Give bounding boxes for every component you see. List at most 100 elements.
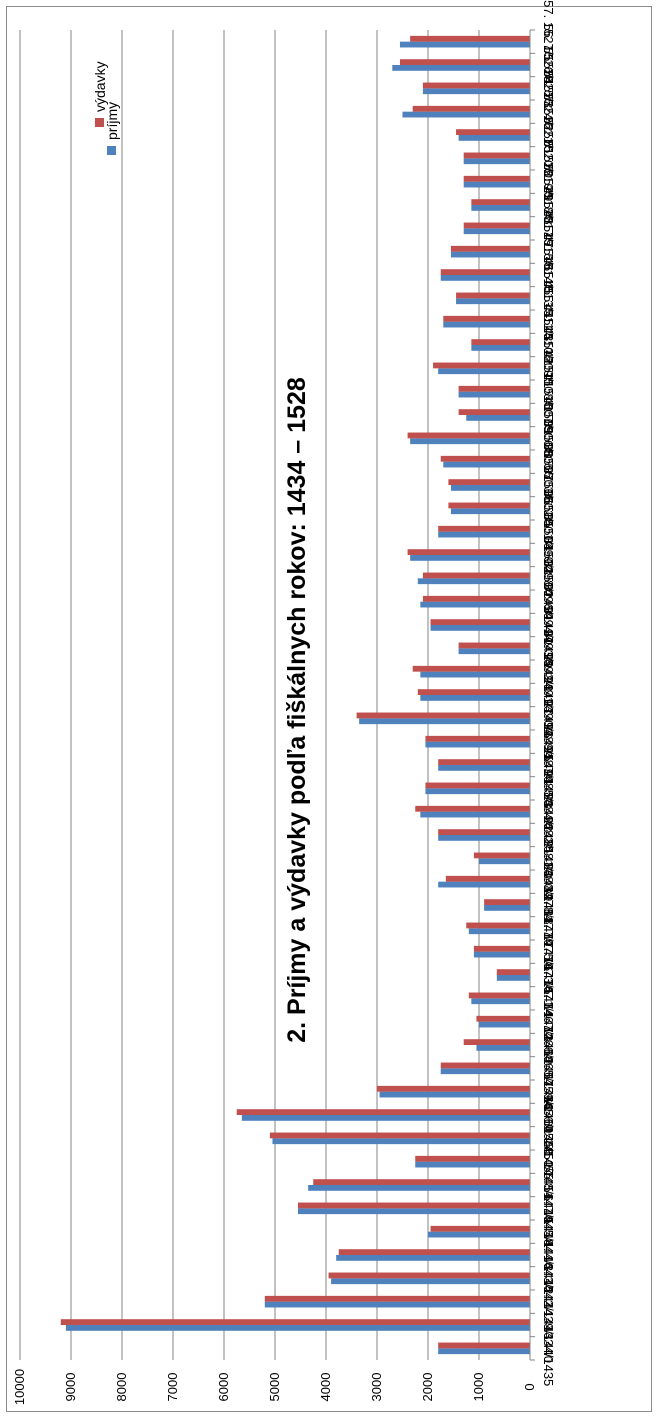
bar-prijmy	[430, 625, 530, 631]
bar-prijmy	[496, 975, 530, 981]
category-tick-label: 7. 1447/1448	[541, 1170, 556, 1246]
bar-vydavky	[438, 829, 530, 835]
category-tick-label: 22. 1481/1482	[541, 817, 556, 900]
bar-vydavky	[445, 875, 530, 882]
bar-prijmy	[471, 205, 530, 211]
legend-label-prijmy: príjmy	[104, 102, 120, 140]
bar-vydavky	[297, 1202, 530, 1209]
category-tick-label: 32. 1494/1495	[541, 583, 556, 666]
bar-vydavky	[422, 82, 530, 89]
bar-prijmy	[476, 1045, 530, 1051]
category-tick-label: 56. 1526/1527	[541, 23, 556, 106]
bar-vydavky	[422, 595, 530, 602]
bar-vydavky	[60, 1319, 531, 1325]
category-tick-label: 34. 1498/1499	[541, 537, 556, 620]
bar-vydavky	[356, 712, 530, 719]
bar-vydavky	[440, 455, 530, 462]
labels: 0 1000 2000 3000 4000 5000 6000 7000 8000 9000 100…	[12, 0, 556, 1405]
category-tick-label: 31. 1493/1494	[541, 607, 556, 690]
bar-vydavky	[422, 572, 530, 579]
category-tick-label: 41. 1507/1508	[541, 373, 556, 456]
category-tick-label: 45. 1511/1512	[541, 281, 556, 363]
category-tick-label: 10. 1454/1455	[541, 1097, 556, 1180]
bar-vydavky	[425, 735, 530, 742]
bar-vydavky	[415, 1155, 530, 1162]
value-tick-label: 6000	[216, 1373, 231, 1402]
bar-vydavky	[417, 689, 530, 695]
category-tick-label: 26. 1487/1488	[541, 723, 556, 806]
bar-vydavky	[377, 1085, 530, 1092]
bar-prijmy	[438, 368, 530, 375]
bar-prijmy	[443, 461, 530, 468]
bar-vydavky	[456, 129, 530, 135]
bar-prijmy	[438, 765, 530, 771]
category-tick-label: 28. 1490/1491	[541, 677, 556, 760]
bar-prijmy	[264, 1301, 530, 1308]
bars	[60, 35, 531, 1355]
bar-vydavky	[456, 292, 530, 299]
category-tick-label: 36. 1501/1502	[541, 490, 556, 573]
bar-vydavky	[407, 549, 530, 555]
bar-vydavky	[399, 59, 530, 65]
bar-prijmy	[443, 321, 530, 328]
bar-vydavky	[328, 1272, 530, 1279]
category-tick-label: 46. 1513/1514	[541, 257, 556, 340]
bar-prijmy	[331, 1278, 530, 1285]
bar-prijmy	[417, 578, 530, 585]
value-tick-label: 5000	[267, 1373, 282, 1402]
category-tick-label: 18. 1475/1476	[541, 910, 556, 993]
bar-vydavky	[440, 1062, 530, 1069]
value-tick-label: 0	[522, 1383, 537, 1390]
category-tick-label: 11. 1456/1456	[541, 1074, 556, 1156]
bar-prijmy	[420, 695, 530, 701]
bar-prijmy	[471, 345, 530, 351]
category-tick-label: 54. 1524/1525	[541, 70, 556, 153]
bar-prijmy	[422, 88, 530, 95]
bar-prijmy	[420, 811, 530, 818]
bar-prijmy	[65, 1325, 531, 1331]
legend-label-vydavky: výdavky	[92, 61, 108, 112]
category-tick-label: 57. 1527/1528	[541, 0, 556, 83]
bar-vydavky	[476, 1015, 530, 1022]
bar-vydavky	[458, 409, 530, 415]
value-tick-label: 7000	[165, 1373, 180, 1402]
category-tick-label: 6. 1445/1446	[541, 1194, 556, 1270]
bar-prijmy	[438, 531, 530, 538]
bar-prijmy	[468, 928, 530, 935]
bar-prijmy	[440, 275, 530, 281]
category-tick-label: 12. 1459/1460	[541, 1050, 556, 1133]
category-tick-label: 51. 1519/1520	[541, 140, 556, 223]
category-tick-label: 53. 1521/1522	[541, 93, 556, 176]
bar-prijmy	[450, 251, 530, 258]
axes	[529, 29, 535, 1361]
bar-prijmy	[272, 1138, 530, 1145]
chart-frame	[6, 6, 652, 1412]
category-tick-label: 20. 1478/1479	[541, 863, 556, 946]
bar-vydavky	[440, 269, 530, 275]
bar-prijmy	[458, 648, 530, 655]
bar-prijmy	[458, 391, 530, 398]
category-tick-label: 52. 1520/1521	[541, 117, 556, 200]
category-tick-label: 19. 1477/1478	[541, 887, 556, 970]
value-tick-label: 10000	[12, 1369, 27, 1405]
category-tick-label: 23. 1482/1483	[541, 793, 556, 876]
bar-prijmy	[297, 1208, 530, 1215]
bar-prijmy	[479, 858, 530, 865]
bar-prijmy	[438, 1348, 530, 1355]
bar-vydavky	[471, 339, 530, 345]
category-tick-label: 8. 1448/1449	[541, 1147, 556, 1223]
bar-prijmy	[428, 1231, 530, 1238]
bar-vydavky	[415, 805, 530, 812]
bar-prijmy	[241, 1115, 530, 1121]
bar-vydavky	[425, 782, 530, 789]
category-tick-label: 42. 1508/1509	[541, 350, 556, 433]
category-tick-label: 17. 1473/1474	[541, 933, 556, 1016]
bar-prijmy	[438, 835, 530, 841]
bar-vydavky	[430, 619, 530, 625]
bar-prijmy	[484, 905, 530, 911]
bar-prijmy	[415, 1161, 530, 1168]
value-tick-label: 2000	[420, 1373, 435, 1402]
bar-vydavky	[466, 922, 530, 929]
category-tick-label: 1. 1434/1435	[541, 1310, 556, 1386]
bar-vydavky	[412, 105, 530, 112]
